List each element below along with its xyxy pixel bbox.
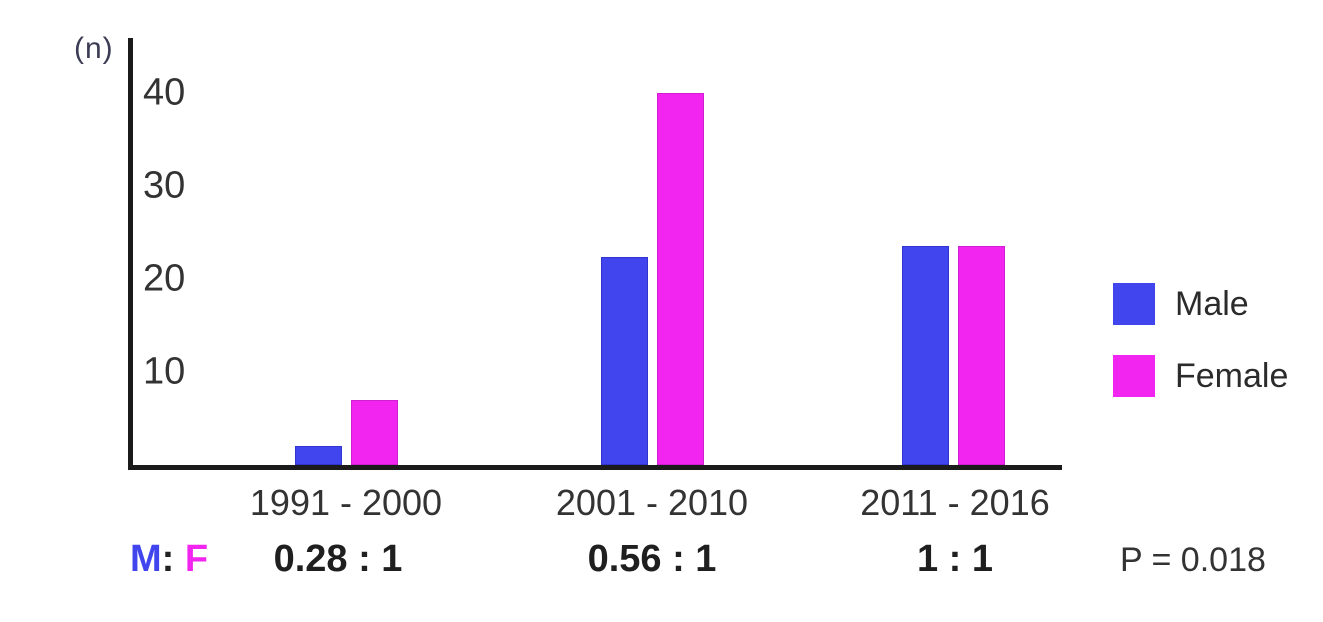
male-color-swatch (1113, 283, 1155, 325)
ratio-value: 1 : 1 (916, 538, 994, 580)
male-letter: M (130, 538, 162, 580)
y-tick-label: 40 (143, 71, 186, 114)
bar-group-2011-2016 (902, 246, 1005, 465)
female-bar-2011-2016 (958, 246, 1005, 465)
male-bar-1991-2000 (295, 446, 342, 465)
legend-item-female: Female (1113, 355, 1288, 397)
female-bar-1991-2000 (351, 400, 398, 465)
male-bar-2001-2010 (601, 257, 648, 465)
y-tick-label: 20 (143, 257, 186, 300)
bar-group-1991-2000 (295, 400, 398, 465)
ratio-value: 0.28 : 1 (273, 538, 403, 580)
y-tick-label: 30 (143, 164, 186, 207)
y-axis-label: (n) (74, 32, 114, 65)
legend-label: Female (1175, 356, 1289, 395)
p-value-annotation: P = 0.018 (1120, 541, 1266, 579)
legend-item-male: Male (1113, 283, 1249, 325)
ratio-separator: : (161, 538, 175, 580)
y-axis-line (128, 38, 133, 470)
male-bar-2011-2016 (902, 246, 949, 465)
ratio-value: 0.56 : 1 (587, 538, 717, 580)
female-letter: F (184, 538, 209, 580)
x-category-label: 2011 - 2016 (860, 482, 1050, 523)
y-tick-label: 10 (143, 350, 186, 393)
female-bar-2001-2010 (657, 93, 704, 465)
male-female-ratio-key: M: F (130, 538, 208, 581)
female-color-swatch (1113, 355, 1155, 397)
x-category-label: 1991 - 2000 (249, 482, 443, 523)
x-category-label: 2001 - 2010 (555, 482, 749, 523)
legend-label: Male (1175, 284, 1249, 323)
x-axis-line (128, 465, 1062, 470)
bar-group-2001-2010 (601, 93, 704, 465)
